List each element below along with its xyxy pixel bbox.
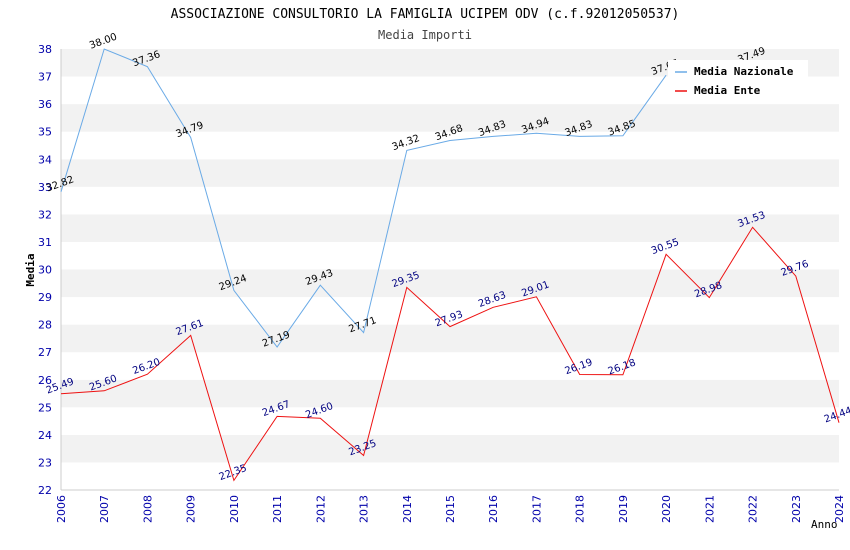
legend: Media Nazionale Media Ente [668, 60, 808, 100]
grid-band [61, 214, 839, 242]
y-tick-label: 30 [38, 264, 52, 277]
x-tick-label: 2017 [530, 495, 543, 523]
y-tick-label: 33 [38, 181, 52, 194]
y-tick-label: 35 [38, 126, 52, 139]
y-tick-label: 34 [38, 153, 52, 166]
x-tick-label: 2012 [314, 495, 327, 523]
chart-subtitle: Media Importi [378, 28, 472, 42]
y-tick-label: 26 [38, 374, 52, 387]
x-tick-label: 2009 [185, 495, 198, 523]
x-tick-label: 2016 [487, 495, 500, 523]
x-tick-label: 2024 [833, 495, 846, 523]
y-tick-label: 27 [38, 346, 52, 359]
y-tick-label: 23 [38, 456, 52, 469]
axes [60, 49, 839, 491]
x-tick-label: 2010 [228, 495, 241, 523]
series-line-media-ente [60, 226, 840, 482]
x-tick-label: 2008 [141, 495, 154, 523]
y-tick-label: 38 [38, 43, 52, 56]
x-tick-label: 2020 [660, 495, 673, 523]
x-tick-labels: 2006 2007 2008 2009 2010 2011 2012 2013 2014 2015… [55, 495, 846, 523]
x-tick-label: 2023 [790, 495, 803, 523]
x-tick-label: 2006 [55, 495, 68, 523]
grid-band [61, 241, 839, 270]
y-tick-label: 29 [38, 291, 52, 304]
grid-band [61, 324, 839, 353]
grid-band [61, 407, 839, 435]
series-line-media-nazionale [60, 48, 667, 348]
y-tick-label: 25 [38, 401, 52, 414]
legend-label-media-ente: Media Ente [694, 84, 761, 97]
x-tick-label: 2015 [444, 495, 457, 523]
chart-title: ASSOCIAZIONE CONSULTORIO LA FAMIGLIA UCI… [171, 7, 680, 22]
grid-band [61, 159, 839, 187]
grid-band [61, 434, 839, 463]
x-axis-label: Anno [811, 518, 838, 531]
y-tick-label: 22 [38, 484, 52, 497]
data-label-media-nazionale: 38.00 [88, 32, 119, 52]
series-lines [60, 48, 840, 482]
y-tick-label: 32 [38, 208, 52, 221]
x-tick-label: 2022 [747, 495, 760, 523]
y-tick-label: 36 [38, 98, 52, 111]
y-tick-label: 28 [38, 319, 52, 332]
x-tick-label: 2014 [401, 495, 414, 523]
x-tick-label: 2013 [358, 495, 371, 523]
grid-bands [61, 49, 839, 490]
grid-band [61, 297, 839, 325]
legend-label-media-nazionale: Media Nazionale [694, 65, 794, 78]
x-tick-label: 2007 [98, 495, 111, 523]
grid-band [61, 352, 839, 380]
y-tick-label: 24 [38, 429, 52, 442]
grid-band [61, 186, 839, 215]
y-tick-label: 37 [38, 71, 52, 84]
grid-band [61, 269, 839, 298]
x-tick-label: 2018 [574, 495, 587, 523]
y-tick-label: 31 [38, 236, 52, 249]
x-tick-label: 2021 [703, 495, 716, 523]
y-axis-label: Media [24, 253, 37, 286]
legend-box [668, 60, 808, 100]
x-tick-label: 2011 [271, 495, 284, 523]
grid-band [61, 379, 839, 408]
grid-band [61, 104, 839, 132]
x-tick-label: 2019 [617, 495, 630, 523]
y-tick-labels: 22 23 24 25 26 27 28 29 30 31 32 33 34 35 36 37 38 [38, 43, 52, 497]
grid-band [61, 131, 839, 160]
grid-band [61, 462, 839, 490]
